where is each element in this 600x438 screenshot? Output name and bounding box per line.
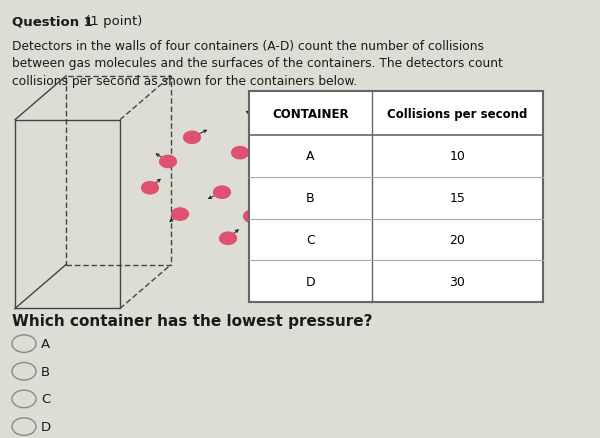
Circle shape xyxy=(376,147,392,159)
Circle shape xyxy=(394,127,410,140)
Text: collisions per second as shown for the containers below.: collisions per second as shown for the c… xyxy=(12,74,357,88)
Circle shape xyxy=(388,208,404,221)
Bar xyxy=(249,92,543,302)
Text: A: A xyxy=(41,337,50,350)
Circle shape xyxy=(316,206,332,219)
Circle shape xyxy=(160,156,176,168)
Text: D: D xyxy=(41,420,51,433)
Circle shape xyxy=(322,117,338,129)
Circle shape xyxy=(448,143,464,155)
Circle shape xyxy=(184,132,200,144)
Circle shape xyxy=(364,233,380,245)
Circle shape xyxy=(268,257,284,269)
Text: B: B xyxy=(41,365,50,378)
Text: Detectors in the walls of four containers (A-D) count the number of collisions: Detectors in the walls of four container… xyxy=(12,39,484,53)
Circle shape xyxy=(292,236,308,248)
Text: (1 point): (1 point) xyxy=(81,15,142,28)
Text: 15: 15 xyxy=(449,192,466,205)
Text: 20: 20 xyxy=(449,233,466,246)
Text: C: C xyxy=(41,392,50,406)
Text: B: B xyxy=(306,192,315,205)
Text: CONTAINER: CONTAINER xyxy=(272,107,349,120)
Circle shape xyxy=(460,132,476,144)
Text: D: D xyxy=(305,275,316,288)
Circle shape xyxy=(214,187,230,199)
Circle shape xyxy=(172,208,188,221)
Circle shape xyxy=(244,211,260,223)
Circle shape xyxy=(220,233,236,245)
Text: C: C xyxy=(306,233,315,246)
Circle shape xyxy=(250,112,266,124)
Circle shape xyxy=(412,256,428,268)
Circle shape xyxy=(358,180,374,192)
Circle shape xyxy=(340,259,356,271)
Text: Question 1: Question 1 xyxy=(12,15,93,28)
Text: 30: 30 xyxy=(449,275,466,288)
Text: Collisions per second: Collisions per second xyxy=(388,107,527,120)
Circle shape xyxy=(436,230,452,242)
Text: between gas molecules and the surfaces of the containers. The detectors count: between gas molecules and the surfaces o… xyxy=(12,57,503,70)
Circle shape xyxy=(232,147,248,159)
Circle shape xyxy=(286,178,302,190)
Circle shape xyxy=(142,182,158,194)
Circle shape xyxy=(304,141,320,153)
Text: Which container has the lowest pressure?: Which container has the lowest pressure? xyxy=(12,313,373,328)
Text: 10: 10 xyxy=(449,150,466,163)
Circle shape xyxy=(460,204,476,216)
Text: A: A xyxy=(306,150,315,163)
Circle shape xyxy=(430,173,446,186)
